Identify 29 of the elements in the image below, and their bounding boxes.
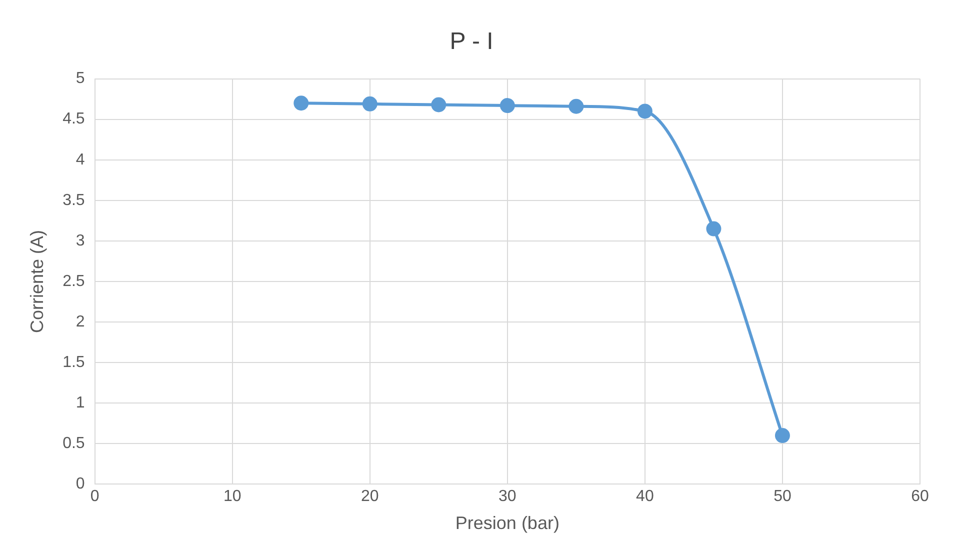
y-tick-label: 0.5 xyxy=(62,435,85,452)
y-tick-label: 3.5 xyxy=(62,192,85,209)
x-tick-label: 60 xyxy=(911,488,929,506)
y-tick-label: 2.5 xyxy=(62,272,85,290)
y-axis-title: Corriente (A) xyxy=(26,230,47,334)
point xyxy=(774,428,790,444)
x-tick-label: 40 xyxy=(636,488,654,506)
point xyxy=(637,104,652,119)
point xyxy=(294,96,309,111)
chart-title: P - I xyxy=(450,28,494,56)
y-tick-label: 3 xyxy=(76,232,85,250)
x-tick-label: 50 xyxy=(774,488,792,506)
point xyxy=(431,97,446,112)
y-tick-label: 4 xyxy=(76,151,85,168)
y-tick-label: 2 xyxy=(76,313,85,330)
point xyxy=(568,98,584,114)
x-tick-label: 0 xyxy=(90,488,100,506)
point xyxy=(362,96,378,112)
point xyxy=(500,98,515,114)
x-tick-label: 20 xyxy=(360,488,379,506)
y-tick-label: 4.5 xyxy=(62,110,85,128)
y-tick-label: 0 xyxy=(76,476,85,493)
x-tick-label: 10 xyxy=(223,488,242,506)
y-tick-label: 5 xyxy=(76,70,85,88)
point xyxy=(706,221,722,236)
x-tick-label: 30 xyxy=(498,488,516,506)
x-axis-title: Presion (bar) xyxy=(455,513,560,534)
y-tick-label: 1.5 xyxy=(62,354,85,371)
y-tick-label: 1 xyxy=(76,394,85,412)
